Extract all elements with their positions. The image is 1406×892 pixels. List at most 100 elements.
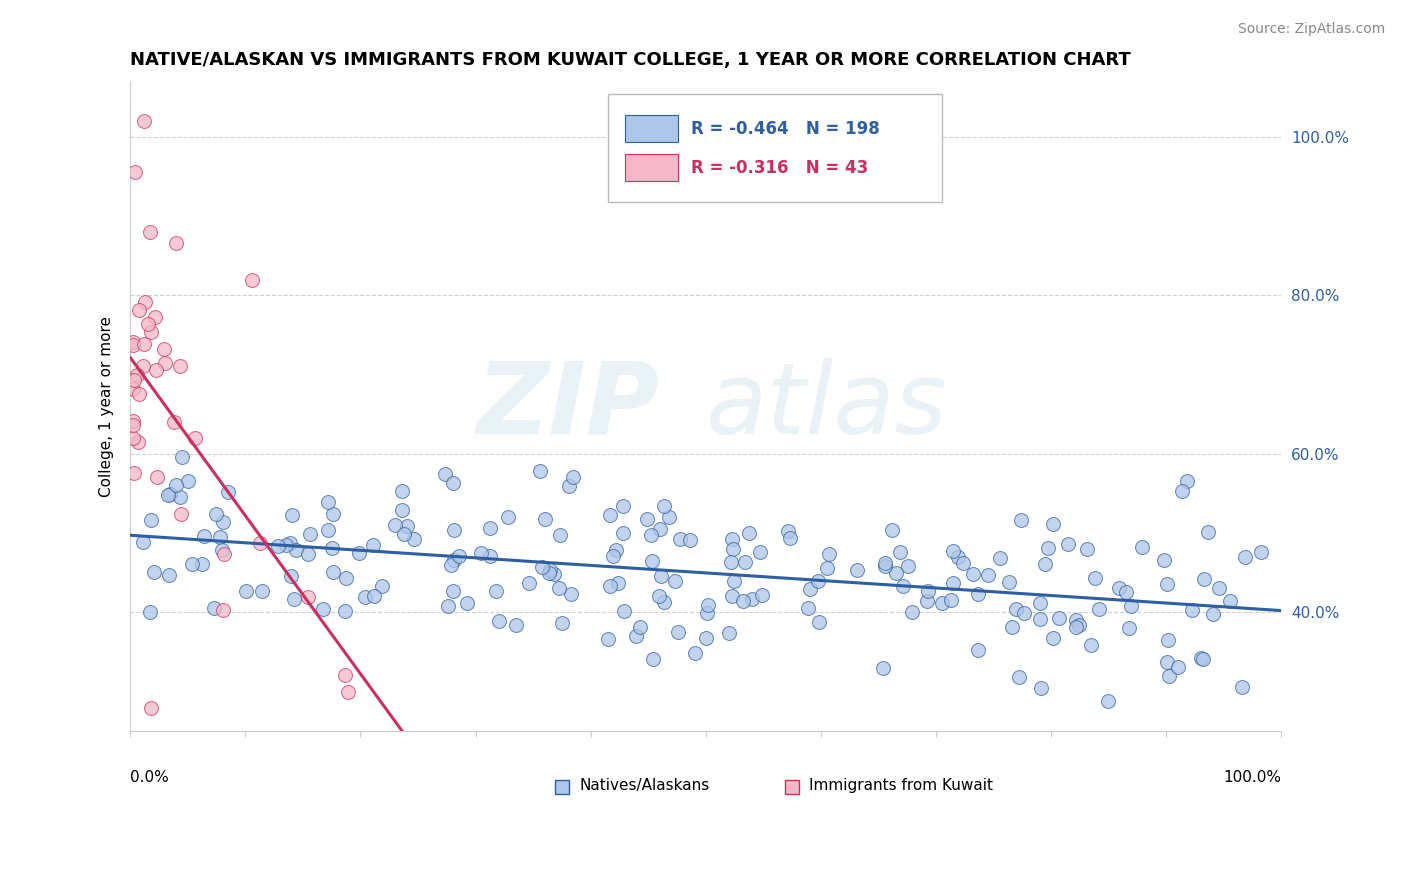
Point xyxy=(347,546,370,560)
Point xyxy=(165,478,187,492)
Point xyxy=(1167,660,1189,674)
Point xyxy=(235,583,257,598)
Point xyxy=(1033,557,1056,571)
Point xyxy=(394,526,416,541)
Point xyxy=(942,544,965,558)
Point xyxy=(815,560,838,574)
Point xyxy=(461,764,484,778)
Point xyxy=(128,387,150,401)
Point xyxy=(335,571,357,585)
Point xyxy=(252,584,274,599)
Point xyxy=(599,508,621,523)
Point xyxy=(1008,670,1031,684)
Point xyxy=(1010,513,1032,527)
Point xyxy=(285,543,308,558)
Point xyxy=(139,513,162,527)
Point xyxy=(997,574,1019,589)
Point xyxy=(1029,596,1052,610)
Point xyxy=(530,560,553,574)
Point xyxy=(299,527,322,541)
Point xyxy=(648,522,671,536)
Point xyxy=(335,668,357,682)
Point xyxy=(538,563,561,577)
Point xyxy=(612,500,634,514)
Point xyxy=(395,519,418,533)
Point xyxy=(915,594,938,608)
Point xyxy=(517,576,540,591)
Point xyxy=(184,431,207,445)
Point xyxy=(122,373,145,387)
Point xyxy=(1208,581,1230,595)
Point xyxy=(1029,681,1052,696)
Point xyxy=(202,601,225,615)
Point xyxy=(721,589,744,603)
Point xyxy=(470,546,492,560)
Point xyxy=(335,604,357,618)
Point xyxy=(170,450,193,464)
Point xyxy=(669,532,692,546)
Point xyxy=(602,549,624,564)
Point xyxy=(967,587,990,601)
Point xyxy=(873,559,896,574)
Point xyxy=(217,485,239,500)
Point xyxy=(139,325,162,339)
Point xyxy=(1230,680,1253,694)
Point xyxy=(142,566,165,580)
Point xyxy=(297,547,319,561)
Point xyxy=(1189,651,1212,665)
Point xyxy=(1080,638,1102,652)
Point xyxy=(1118,621,1140,635)
Point xyxy=(488,615,510,629)
Point xyxy=(1233,550,1256,565)
Point xyxy=(648,589,671,603)
Point xyxy=(1047,610,1070,624)
Point xyxy=(132,534,155,549)
Point xyxy=(664,574,686,588)
Point xyxy=(437,599,460,613)
Point xyxy=(485,584,508,599)
Point xyxy=(799,582,821,596)
Point xyxy=(297,590,319,604)
Text: R = -0.316   N = 43: R = -0.316 N = 43 xyxy=(690,159,868,177)
Point xyxy=(1001,620,1024,634)
Point xyxy=(1202,607,1225,621)
Point xyxy=(596,632,619,647)
Point xyxy=(741,591,763,606)
Point xyxy=(613,604,636,618)
Point xyxy=(336,685,359,699)
Point xyxy=(901,605,924,619)
Point xyxy=(1191,652,1213,666)
Point xyxy=(1004,602,1026,616)
Point xyxy=(443,553,465,567)
Point xyxy=(124,165,146,179)
Point xyxy=(321,541,343,556)
Point xyxy=(1012,607,1035,621)
Point xyxy=(153,356,176,370)
Point xyxy=(456,764,478,778)
Point xyxy=(1057,536,1080,550)
Point xyxy=(720,555,742,569)
Point xyxy=(404,533,426,547)
Point xyxy=(240,272,263,286)
Point xyxy=(1219,594,1241,608)
Point xyxy=(751,588,773,602)
Point xyxy=(1042,516,1064,531)
Point xyxy=(132,114,155,128)
Point xyxy=(560,587,582,601)
Point xyxy=(128,303,150,318)
Text: atlas: atlas xyxy=(706,358,948,455)
Point xyxy=(897,559,920,574)
Point xyxy=(776,524,799,539)
Point xyxy=(1108,581,1130,595)
Point xyxy=(1097,694,1119,708)
Point xyxy=(547,582,569,596)
Text: NATIVE/ALASKAN VS IMMIGRANTS FROM KUWAIT COLLEGE, 1 YEAR OR MORE CORRELATION CHA: NATIVE/ALASKAN VS IMMIGRANTS FROM KUWAIT… xyxy=(131,51,1130,69)
Point xyxy=(628,620,651,634)
Point xyxy=(138,317,160,331)
FancyBboxPatch shape xyxy=(607,95,942,202)
Point xyxy=(718,626,741,640)
Point xyxy=(1067,618,1090,632)
Point xyxy=(371,764,394,778)
Point xyxy=(391,484,413,499)
Point xyxy=(1197,524,1219,539)
